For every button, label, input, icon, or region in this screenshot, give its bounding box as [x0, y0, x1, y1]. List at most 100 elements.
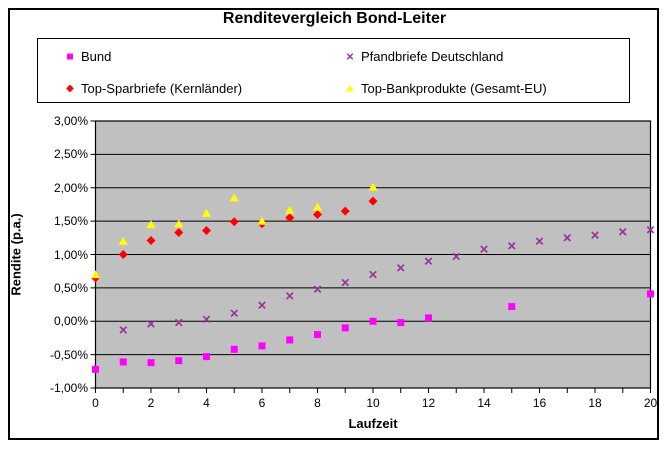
- legend-square-icon: [67, 53, 73, 60]
- y-axis-tick-label: 2,50%: [53, 147, 88, 162]
- triangle-marker: [174, 219, 184, 228]
- x-marker: [346, 53, 354, 60]
- x-marker: [507, 242, 516, 250]
- square-marker: [341, 324, 349, 332]
- x-axis-tick-label: 8: [314, 396, 321, 410]
- square-marker: [369, 317, 377, 325]
- x-marker: [313, 285, 322, 294]
- x-marker: [424, 257, 433, 265]
- square-marker: [314, 331, 321, 339]
- legend-x-icon: [346, 53, 354, 60]
- legend-item: Top-Bankprodukte (Gesamt-EU): [344, 80, 547, 96]
- legend-item-label: Top-Sparbriefe (Kernländer): [81, 80, 243, 96]
- x-marker: [480, 245, 488, 253]
- y-axis-tick-label: -1,00%: [49, 381, 88, 395]
- series-triangle: [90, 182, 378, 279]
- diamond-marker: [174, 227, 184, 237]
- x-marker: [258, 301, 266, 310]
- y-axis-title: Rendite (p.a.): [8, 213, 24, 296]
- x-marker: [285, 292, 294, 300]
- legend: Bund Pfandbriefe Deutschland Top-Sparbrief…: [37, 38, 630, 103]
- square-marker: [203, 353, 210, 361]
- x-marker: [202, 315, 211, 324]
- legend-item-label: Pfandbriefe Deutschland: [361, 48, 504, 64]
- x-marker: [396, 264, 405, 272]
- y-axis-tick-label: 3,00%: [53, 114, 88, 128]
- square-marker: [147, 359, 155, 367]
- square-marker: [647, 290, 654, 298]
- x-axis-tick-label: 10: [366, 396, 380, 410]
- x-axis-tick-label: 20: [643, 396, 658, 410]
- legend-item-label: Top-Bankprodukte (Gesamt-EU): [361, 80, 547, 96]
- square-marker: [175, 357, 183, 365]
- chart-title: Renditevergleich Bond-Leiter: [222, 10, 447, 27]
- triangle-marker: [368, 182, 378, 191]
- x-axis-title: Laufzeit: [348, 416, 398, 431]
- square-marker: [425, 314, 432, 322]
- chart-border: [8, 8, 659, 440]
- y-axis-tick-label: 2,00%: [53, 180, 88, 195]
- square-marker: [119, 358, 127, 366]
- diamond-marker: [202, 225, 211, 235]
- x-axis-tick-label: 16: [532, 396, 547, 410]
- x-marker: [563, 234, 572, 242]
- y-axis-tick-label: 0,00%: [53, 314, 88, 329]
- x-axis-tick-label: 0: [92, 396, 99, 410]
- triangle-marker: [229, 193, 239, 202]
- square-marker: [397, 319, 405, 327]
- diamond-marker: [285, 213, 295, 223]
- series-square: [92, 290, 654, 373]
- triangle-marker: [257, 216, 267, 225]
- x-marker: [147, 320, 155, 328]
- square-marker: [92, 365, 99, 373]
- x-marker: [535, 237, 544, 245]
- triangle-marker: [146, 220, 156, 229]
- triangle-marker: [90, 270, 101, 279]
- square-marker: [67, 53, 73, 60]
- x-marker: [369, 270, 377, 279]
- diamond-marker: [146, 235, 156, 245]
- legend-item: Bund: [64, 48, 111, 64]
- diamond-marker: [229, 217, 239, 227]
- x-axis-tick-label: 12: [421, 396, 436, 410]
- x-marker: [174, 318, 183, 327]
- square-marker: [230, 345, 238, 353]
- x-marker: [591, 231, 599, 239]
- x-marker: [119, 326, 128, 334]
- square-marker: [508, 303, 516, 311]
- triangle-marker: [118, 236, 128, 245]
- x-axis-tick-label: 4: [203, 396, 210, 410]
- square-marker: [258, 342, 266, 350]
- triangle-marker: [285, 206, 295, 215]
- triangle-marker: [312, 202, 323, 211]
- square-marker: [286, 336, 294, 344]
- x-axis-tick-label: 2: [147, 396, 155, 410]
- series-diamond: [91, 196, 378, 283]
- x-marker: [341, 278, 350, 287]
- legend-diamond-icon: [66, 84, 74, 93]
- triangle-marker: [346, 84, 354, 92]
- diamond-marker: [118, 250, 128, 259]
- diamond-marker: [66, 84, 74, 93]
- y-axis-tick-label: 1,50%: [53, 214, 88, 229]
- x-marker: [230, 309, 239, 318]
- x-marker: [618, 228, 627, 236]
- x-axis-tick-label: 14: [477, 396, 491, 410]
- legend-item: Top-Sparbriefe (Kernländer): [64, 80, 242, 96]
- legend-triangle-icon: [346, 84, 354, 92]
- legend-item-label: Bund: [81, 48, 112, 64]
- legend-item: Pfandbriefe Deutschland: [344, 48, 503, 64]
- y-axis-tick-label: -0,50%: [49, 347, 88, 362]
- x-marker: [646, 226, 655, 234]
- y-axis-tick-label: 0,50%: [53, 280, 88, 295]
- series-x: [119, 226, 655, 334]
- x-axis-tick-label: 18: [588, 396, 602, 410]
- diamond-marker: [340, 206, 350, 216]
- y-axis-tick-label: 1,00%: [53, 247, 88, 262]
- diamond-marker: [313, 209, 322, 219]
- triangle-marker: [201, 208, 212, 217]
- x-marker: [452, 252, 461, 261]
- diamond-marker: [368, 196, 378, 206]
